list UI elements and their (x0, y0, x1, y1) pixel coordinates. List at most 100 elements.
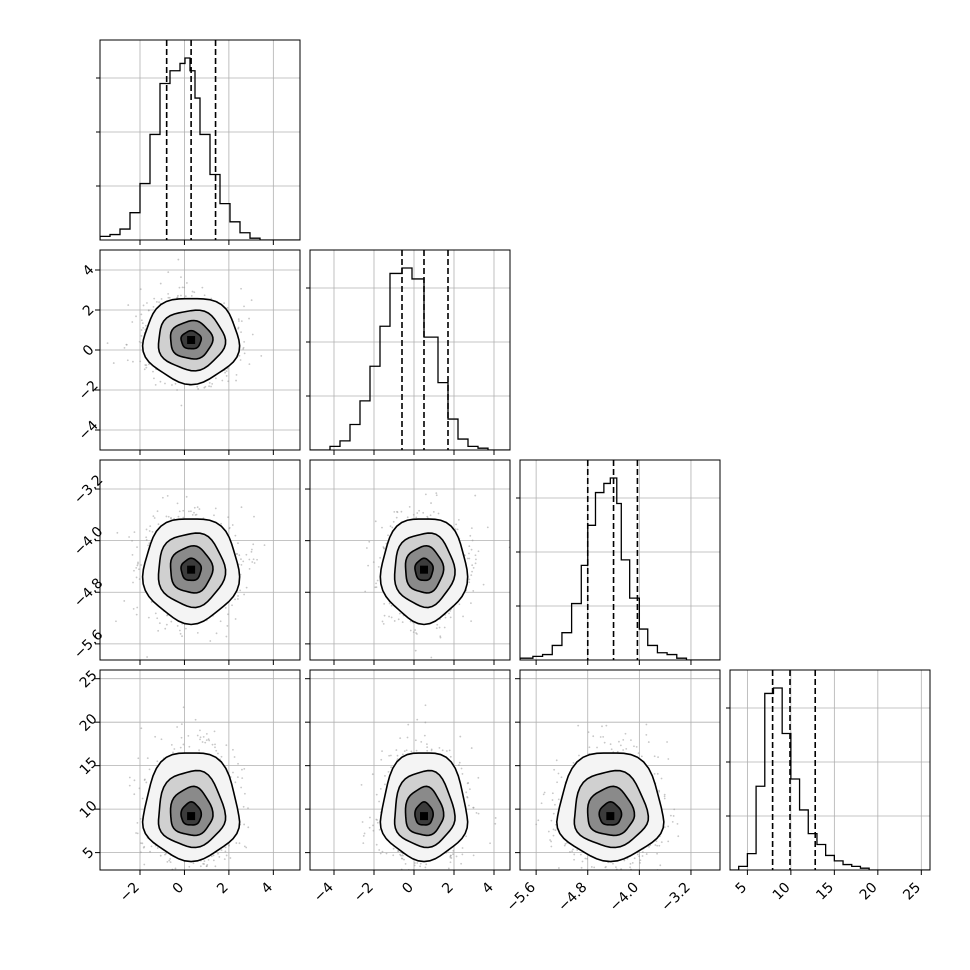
scatter-point (232, 748, 234, 751)
scatter-point (126, 359, 129, 362)
scatter-point (470, 548, 473, 551)
scatter-point (237, 542, 239, 545)
scatter-point (256, 558, 258, 561)
scatter-point (372, 561, 375, 564)
scatter-point (123, 346, 126, 349)
scatter-point (396, 510, 398, 513)
scatter-point (218, 856, 221, 858)
scatter-point (199, 736, 202, 739)
scatter-point (237, 326, 240, 329)
scatter-point (470, 527, 473, 530)
scatter-point (157, 523, 160, 526)
scatter-point (422, 511, 425, 514)
scatter-point (396, 754, 399, 757)
scatter-point (253, 562, 256, 564)
scatter-point (430, 877, 432, 879)
scatter-point (182, 516, 185, 519)
scatter-point (199, 738, 201, 741)
scatter-point (179, 632, 182, 635)
scatter-point (471, 570, 473, 573)
scatter-point (191, 290, 194, 293)
scatter-point (220, 522, 223, 525)
scatter-point (438, 746, 441, 749)
scatter-point (184, 295, 187, 298)
scatter-point (468, 557, 471, 560)
scatter-point (201, 741, 204, 743)
scatter-point (475, 558, 477, 561)
scatter-point (158, 301, 160, 304)
scatter-point (150, 601, 153, 603)
scatter-point (210, 297, 213, 300)
scatter-point (237, 595, 239, 597)
scatter-point (148, 363, 150, 366)
scatter-point (363, 832, 366, 835)
scatter-point (167, 292, 170, 295)
scatter-point (176, 726, 179, 728)
scatter-point (178, 629, 181, 632)
scatter-point (214, 507, 217, 510)
scatter-point (144, 778, 146, 781)
density-peak (187, 565, 196, 574)
scatter-point (188, 865, 191, 868)
scatter-point (243, 845, 246, 848)
scatter-point (381, 750, 383, 753)
scatter-point (220, 849, 223, 851)
scatter-point (250, 550, 253, 553)
scatter-point (241, 768, 243, 771)
scatter-point (432, 510, 435, 513)
scatter-point (154, 383, 157, 386)
scatter-point (382, 546, 385, 548)
scatter-point (225, 635, 228, 638)
scatter-point (190, 295, 193, 297)
scatter-point (389, 525, 392, 528)
scatter-point (169, 861, 172, 864)
scatter-point (407, 723, 410, 726)
axes-frame (519, 459, 721, 661)
scatter-point (236, 776, 239, 779)
scatter-point (213, 730, 216, 733)
scatter-point (152, 370, 154, 373)
scatter-point (164, 627, 167, 630)
scatter-point (233, 756, 236, 758)
scatter-point (137, 561, 139, 564)
scatter-point (450, 857, 453, 859)
y-tick-label: 20 (77, 711, 101, 735)
scatter-point (163, 884, 165, 886)
x-tick-label: 0 (170, 880, 188, 898)
scatter-point (228, 527, 231, 530)
scatter-point (408, 505, 411, 508)
scatter-point (154, 612, 157, 615)
scatter-point (237, 318, 240, 321)
scatter-point (245, 553, 248, 556)
scatter-point (458, 603, 461, 606)
scatter-point (469, 534, 472, 537)
scatter-point (400, 857, 403, 860)
scatter-point (148, 768, 151, 771)
scatter-point (139, 817, 142, 820)
scatter-point (136, 546, 138, 549)
scatter-point (248, 558, 251, 561)
scatter-point (142, 326, 145, 329)
scatter-point (145, 366, 148, 369)
scatter-point (157, 880, 159, 882)
scatter-point (400, 510, 403, 513)
scatter-point (139, 360, 142, 363)
scatter-point (414, 629, 417, 631)
scatter-point (137, 562, 139, 565)
scatter-point (140, 842, 142, 845)
scatter-point (196, 734, 199, 737)
scatter-point (439, 636, 442, 639)
scatter-point (372, 829, 375, 832)
scatter-point (376, 579, 379, 582)
scatter-point (238, 842, 241, 845)
scatter-point (168, 296, 171, 299)
axes-frame (99, 669, 301, 871)
scatter-point (397, 618, 400, 621)
scatter-point (460, 862, 463, 865)
scatter-point (238, 354, 241, 357)
scatter-point (169, 857, 172, 860)
scatter-point (454, 528, 457, 530)
scatter-point (176, 502, 179, 505)
panel-2-0: −5.6−4.8−4.0−3.2 (71, 459, 301, 665)
